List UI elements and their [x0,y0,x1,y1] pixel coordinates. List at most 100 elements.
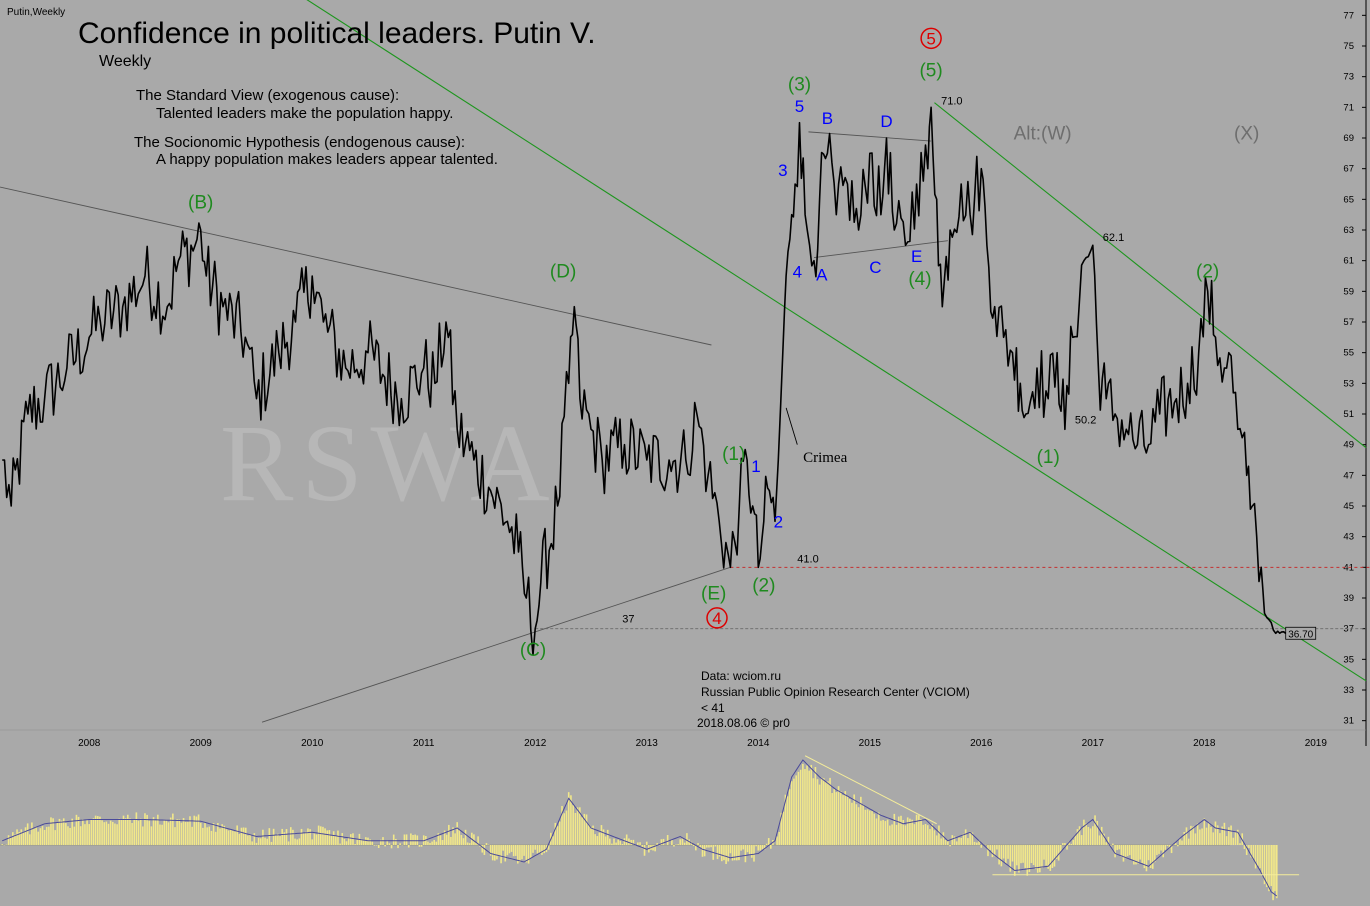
oscillator-bar [604,836,607,845]
oscillator-bar [1252,845,1255,860]
oscillator-bar [1131,845,1133,861]
oscillator-bar [313,833,316,845]
oscillator-bar [1051,845,1054,868]
oscillator-bar [223,825,226,845]
oscillator-bar [598,832,601,845]
period-label: Weekly [99,53,151,70]
oscillator-bar [1179,838,1181,845]
oscillator-bar [1137,845,1139,864]
oscillator-bar [1074,835,1077,845]
oscillator-bar [563,813,566,845]
y-tick-label: 67 [1343,164,1354,175]
oscillator-bar [311,839,314,845]
oscillator-bar [485,843,488,845]
oscillator-bar [1254,845,1257,869]
oscillator-bar [628,838,630,845]
oscillator-bar [519,845,521,863]
oscillator-bar [135,812,138,845]
oscillator-bar [989,845,992,851]
oscillator-bar [1272,845,1274,901]
oscillator-bar [289,827,292,845]
oscillator-bar [326,830,329,845]
oscillator-bar [189,816,191,845]
oscillator-bar [1078,826,1081,845]
x-tick-label: 2008 [78,738,101,749]
y-tick-label: 35 [1343,654,1354,665]
oscillator-bar [855,804,858,845]
x-tick-label: 2010 [301,738,324,749]
oscillator-bar [1032,845,1035,865]
y-tick-label: 33 [1343,685,1354,696]
oscillator-bar [1145,845,1148,872]
oscillator-bar [776,836,778,845]
oscillator-bar [804,769,806,845]
oscillator-bar [1196,823,1199,845]
oscillator-bar [617,839,619,845]
oscillator-bar [835,792,838,845]
wave-label: (C) [520,640,546,661]
oscillator-bar [1174,843,1177,845]
oscillator-bar [496,845,498,860]
oscillator-bar [971,832,974,845]
oscillator-bar [1210,826,1212,845]
oscillator-bar [150,826,153,845]
oscillator-bar [554,822,557,845]
oscillator-bar [39,828,42,845]
oscillator-bar [1085,823,1087,845]
oscillator-bar [445,834,448,845]
wave-label: (2) [1196,261,1219,282]
oscillator-bar [506,845,509,856]
oscillator-bar [935,835,938,845]
oscillator-bar [744,845,747,863]
oscillator-bar [1072,839,1075,845]
wave-label: (3) [788,74,811,95]
wave-label: 2 [774,512,783,531]
wave-label: E [911,247,922,266]
oscillator-line [2,759,1278,897]
oscillator-bar [860,796,862,845]
oscillator-bar [105,821,108,845]
oscillator-bar [1160,845,1162,851]
footer-source: Data: wciom.ru [701,669,781,683]
oscillator-bar [611,843,613,845]
oscillator-bar [1181,840,1183,845]
oscillator-bar [234,831,236,845]
y-tick-label: 63 [1343,225,1354,236]
oscillator-bar [818,784,821,845]
oscillator-bar [799,769,802,845]
oscillator-bar [802,763,804,845]
oscillator-bar [343,838,346,845]
oscillator-bar [652,845,654,851]
oscillator-bar [1064,842,1066,845]
oscillator-bar [118,818,121,845]
y-tick-label: 75 [1343,41,1354,52]
oscillator-bar [1080,835,1083,845]
oscillator-bar [437,833,440,845]
oscillator-bar [300,828,303,845]
oscillator-bar [931,823,934,845]
oscillator-bar [184,821,187,845]
oscillator-bar [187,821,189,845]
oscillator-bar [204,822,206,845]
oscillator-bar [48,826,50,845]
oscillator-bar [418,845,421,847]
oscillator-bar [723,845,725,861]
oscillator-bar [272,828,275,845]
y-tick-label: 31 [1343,716,1354,727]
oscillator-bar [1030,845,1033,863]
oscillator-bar [615,842,617,845]
oscillator-bar [395,838,397,845]
oscillator-bar [541,845,543,855]
chart-title: Confidence in political leaders. Putin V… [78,17,596,50]
oscillator-bar [534,845,537,850]
oscillator-bar [67,826,69,845]
oscillator-bar [1162,845,1164,858]
wave-label: (E) [701,583,726,604]
oscillator-bar [414,834,416,845]
oscillator-bar [1128,845,1131,856]
oscillator-bar [753,845,755,862]
oscillator-bar [951,835,954,845]
oscillator-bar [1,844,4,845]
oscillator-bar [142,826,144,845]
